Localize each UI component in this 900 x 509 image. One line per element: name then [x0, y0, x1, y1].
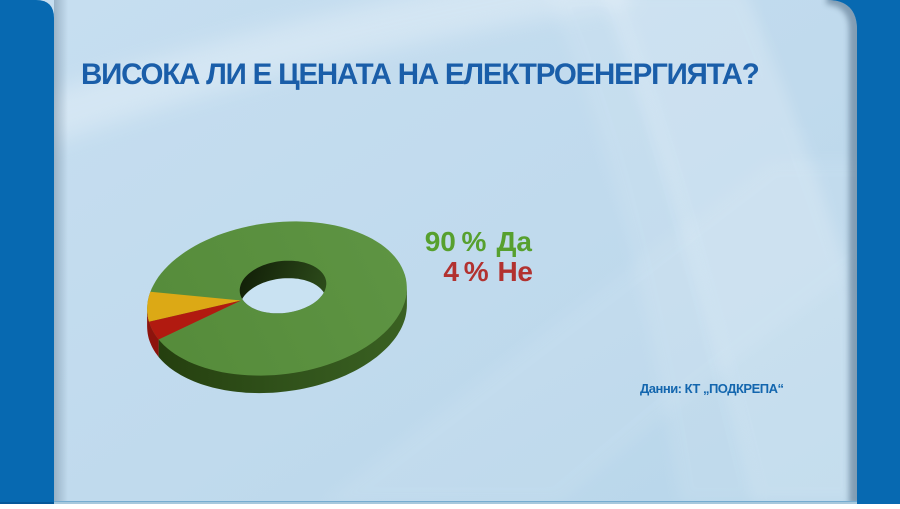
- svg-text:Данни: КТ „ПОДКРЕПА“: Данни: КТ „ПОДКРЕПА“: [640, 381, 784, 396]
- svg-text:90 % Да: 90 % Да: [425, 226, 533, 257]
- svg-text:4 % Не: 4 % Не: [443, 256, 532, 287]
- svg-text:ВИСОКА ЛИ Е ЦЕНАТА НА ЕЛЕКТРОЕ: ВИСОКА ЛИ Е ЦЕНАТА НА ЕЛЕКТРОЕНЕРГИЯТА?: [81, 58, 759, 91]
